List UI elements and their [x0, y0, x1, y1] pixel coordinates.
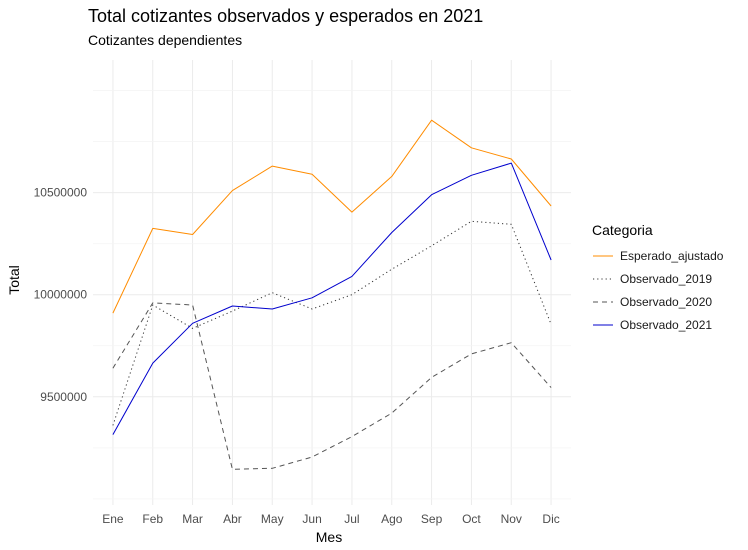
chart-subtitle: Cotizantes dependientes [88, 32, 243, 48]
legend-item: Observado_2019 [592, 267, 723, 290]
chart-title: Total cotizantes observados y esperados … [88, 6, 484, 26]
legend-item: Observado_2020 [592, 290, 723, 313]
series-line-observado-2021 [112, 162, 552, 435]
legend-item: Observado_2021 [592, 313, 723, 336]
legend-title: Categoria [592, 222, 653, 238]
x-axis-title: Mes [316, 529, 342, 545]
gridlines [93, 60, 571, 505]
y-axis-ticks: 9500000 10000000 10500000 [34, 186, 88, 404]
legend-label: Observado_2020 [620, 294, 713, 309]
legend-label: Esperado_ajustado [620, 248, 724, 263]
legend-key [593, 278, 613, 279]
x-tick-label: Jun [302, 512, 321, 526]
series-line-esperado-ajustado [112, 119, 552, 314]
x-tick-label: Jul [344, 512, 359, 526]
x-axis-ticks: Ene Feb Mar Abr May Jun Jul Ago Sep Oct Nov Dic [102, 512, 560, 526]
y-tick-label: 10000000 [34, 288, 88, 302]
x-tick-label: Feb [142, 512, 163, 526]
legend-label: Observado_2021 [620, 317, 713, 332]
legend-key [593, 301, 613, 302]
x-tick-label: Ago [381, 512, 403, 526]
y-tick-label: 10500000 [34, 186, 88, 200]
x-tick-label: Oct [462, 512, 481, 526]
series-line-observado-2019 [112, 220, 552, 426]
x-tick-label: Nov [501, 512, 522, 526]
legend-key [593, 255, 613, 256]
x-tick-label: Sep [421, 512, 443, 526]
legend: Categoria Esperado_ajustado Observado_201… [592, 222, 723, 336]
x-tick-label: May [261, 512, 284, 526]
y-tick-label: 9500000 [40, 390, 87, 404]
legend-label: Observado_2019 [620, 271, 713, 286]
x-tick-label: Ene [102, 512, 124, 526]
series-line-observado-2020 [112, 302, 552, 470]
x-tick-label: Abr [223, 512, 242, 526]
legend-item: Esperado_ajustado [592, 244, 723, 267]
x-tick-label: Mar [182, 512, 203, 526]
x-tick-label: Dic [542, 512, 559, 526]
series-lines [112, 119, 552, 470]
legend-key [593, 324, 613, 325]
y-axis-title: Total [6, 265, 22, 295]
